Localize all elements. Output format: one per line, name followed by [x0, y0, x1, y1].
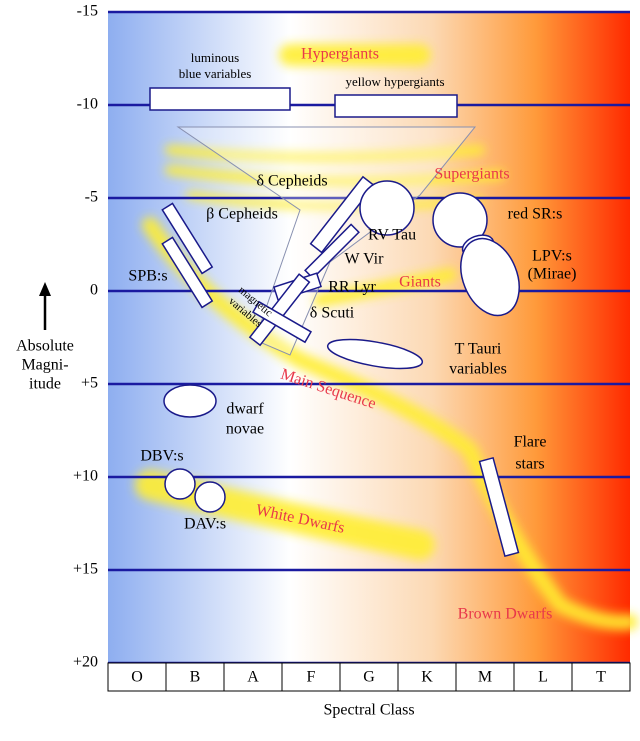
y-axis-title: Magni- [21, 357, 68, 374]
variable-label: RR Lyr [328, 279, 376, 296]
y-tick-label: 0 [90, 282, 98, 299]
background [108, 12, 630, 663]
variable-label: yellow hypergiants [345, 74, 444, 89]
x-tick-label: T [596, 669, 606, 686]
variable-label: δ Scuti [310, 305, 355, 322]
y-tick-label: -5 [85, 189, 98, 206]
x-tick-label: K [421, 669, 433, 686]
variable-label: W Vir [345, 251, 385, 268]
variable-label: luminous [191, 50, 239, 65]
variable-label: Flare [514, 434, 547, 451]
class-strip [107, 662, 631, 692]
x-tick-label: M [478, 669, 492, 686]
y-tick-label: +5 [81, 375, 98, 392]
variable-label: novae [226, 421, 264, 438]
axes: Absolute Magni- itude Spectral Class -15… [16, 3, 606, 719]
region-label: Giants [399, 274, 441, 291]
variable-label: variables [449, 361, 507, 378]
x-tick-label: B [190, 669, 201, 686]
variable-label: blue variables [179, 66, 252, 81]
variable-label: red SR:s [508, 206, 563, 223]
variable-label: β Cepheids [206, 206, 278, 223]
variable-label: (Mirae) [528, 266, 577, 283]
x-tick-label: G [363, 669, 375, 686]
variable-label: LPV:s [532, 248, 572, 265]
region-label: Supergiants [434, 166, 509, 183]
y-tick-label: +10 [73, 468, 98, 485]
x-tick-label: A [247, 669, 259, 686]
variable-label: δ Cepheids [256, 173, 327, 190]
x-axis-title: Spectral Class [323, 702, 414, 719]
y-axis-title: itude [29, 376, 61, 393]
region-label: Hypergiants [301, 46, 379, 63]
variable-label: dwarf [226, 401, 264, 418]
x-tick-label: O [131, 669, 143, 686]
y-axis-title: Absolute [16, 338, 74, 355]
y-tick-label: -15 [77, 3, 98, 20]
variable-label: RV Tau [368, 227, 416, 244]
region-label: Brown Dwarfs [458, 606, 553, 623]
variable-label: DBV:s [140, 448, 183, 465]
y-tick-label: +20 [73, 654, 98, 671]
variable-label: SPB:s [128, 268, 167, 285]
variable-labels: luminous blue variables yellow hypergian… [128, 50, 576, 533]
variable-shapes [149, 87, 520, 558]
variable-label: DAV:s [184, 516, 226, 533]
x-tick-label: L [538, 669, 548, 686]
y-tick-label: -10 [77, 96, 98, 113]
x-tick-label: F [307, 669, 316, 686]
variable-label: T Tauri [455, 341, 502, 358]
variable-label: stars [515, 456, 544, 473]
y-tick-label: +15 [73, 561, 98, 578]
